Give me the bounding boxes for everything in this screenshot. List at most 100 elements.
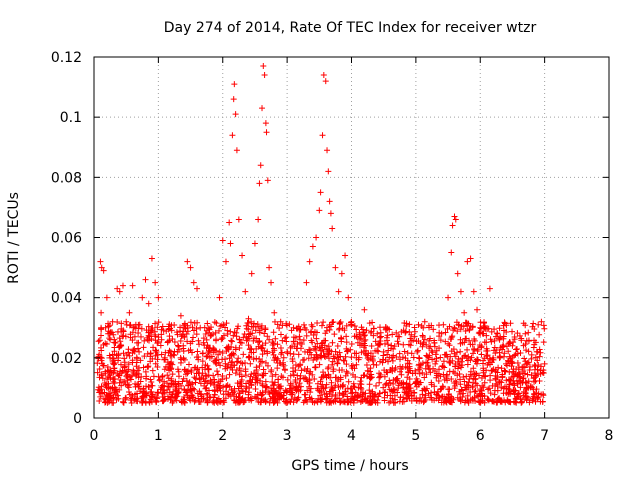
- data-point: [339, 325, 346, 332]
- data-point: [462, 327, 469, 334]
- data-point: [296, 333, 303, 340]
- data-point: [389, 331, 396, 338]
- data-point: [356, 331, 363, 338]
- data-point: [369, 319, 376, 326]
- data-point: [272, 395, 279, 402]
- data-point: [161, 383, 168, 390]
- data-point: [421, 336, 428, 343]
- data-point: [503, 343, 510, 350]
- data-point: [406, 375, 413, 382]
- data-point: [115, 344, 122, 351]
- data-point: [214, 396, 221, 403]
- data-point: [161, 389, 168, 396]
- data-point: [118, 320, 125, 327]
- data-point: [152, 279, 159, 286]
- data-point: [332, 348, 339, 355]
- data-point: [492, 333, 499, 340]
- data-point: [283, 338, 290, 345]
- data-point: [278, 349, 285, 356]
- data-point: [463, 319, 470, 326]
- data-point: [224, 365, 231, 372]
- data-point: [105, 330, 112, 337]
- data-point: [385, 382, 392, 389]
- data-point: [406, 360, 413, 367]
- data-point: [308, 395, 315, 402]
- data-point: [462, 352, 469, 359]
- data-point: [334, 351, 341, 358]
- data-point: [275, 376, 282, 383]
- data-point: [109, 384, 116, 391]
- data-point: [416, 370, 423, 377]
- data-point: [215, 327, 222, 334]
- data-point: [525, 348, 532, 355]
- data-point: [258, 344, 265, 351]
- data-point: [411, 324, 418, 331]
- data-point: [140, 388, 147, 395]
- data-point: [386, 377, 393, 384]
- data-point: [168, 394, 175, 401]
- data-point: [291, 394, 298, 401]
- data-point: [102, 368, 109, 375]
- data-point: [414, 348, 421, 355]
- data-point: [286, 385, 293, 392]
- data-point: [320, 348, 327, 355]
- data-point: [290, 324, 297, 331]
- data-point: [103, 391, 110, 398]
- data-point: [218, 336, 225, 343]
- data-point: [270, 382, 277, 389]
- data-point: [228, 337, 235, 344]
- data-point: [439, 363, 446, 370]
- data-point: [495, 364, 502, 371]
- data-point: [97, 258, 104, 265]
- data-point: [411, 333, 418, 340]
- data-point: [119, 333, 126, 340]
- data-point: [351, 333, 358, 340]
- data-point: [234, 325, 241, 332]
- data-point: [185, 394, 192, 401]
- data-point: [184, 258, 191, 265]
- data-point: [523, 385, 530, 392]
- data-point: [387, 366, 394, 373]
- data-point: [487, 377, 494, 384]
- data-point: [496, 335, 503, 342]
- data-point: [358, 381, 365, 388]
- data-point: [425, 354, 432, 361]
- data-point: [469, 397, 476, 404]
- data-point: [343, 333, 350, 340]
- data-point: [377, 333, 384, 340]
- data-point: [369, 399, 376, 406]
- data-point: [533, 386, 540, 393]
- data-point: [408, 338, 415, 345]
- data-point: [148, 378, 155, 385]
- data-point: [390, 352, 397, 359]
- data-point: [260, 366, 267, 373]
- data-point: [532, 354, 539, 361]
- data-point: [525, 329, 532, 336]
- data-point: [210, 372, 217, 379]
- data-point: [335, 326, 342, 333]
- data-point: [384, 351, 391, 358]
- data-point: [530, 344, 537, 351]
- data-point: [452, 361, 459, 368]
- data-point: [233, 358, 240, 365]
- data-point: [472, 380, 479, 387]
- data-point: [369, 390, 376, 397]
- data-point: [377, 337, 384, 344]
- data-point: [241, 331, 248, 338]
- data-point: [187, 264, 194, 271]
- data-point: [363, 327, 370, 334]
- data-point: [467, 255, 474, 262]
- data-point: [155, 390, 162, 397]
- data-point: [249, 376, 256, 383]
- data-point: [433, 372, 440, 379]
- data-point: [438, 393, 445, 400]
- data-point: [107, 374, 114, 381]
- data-point: [148, 255, 155, 262]
- data-point: [412, 370, 419, 377]
- data-point: [474, 346, 481, 353]
- data-point: [190, 334, 197, 341]
- x-tick-label: 7: [540, 428, 549, 444]
- data-point: [541, 325, 548, 332]
- data-point: [245, 389, 252, 396]
- data-point: [330, 398, 337, 405]
